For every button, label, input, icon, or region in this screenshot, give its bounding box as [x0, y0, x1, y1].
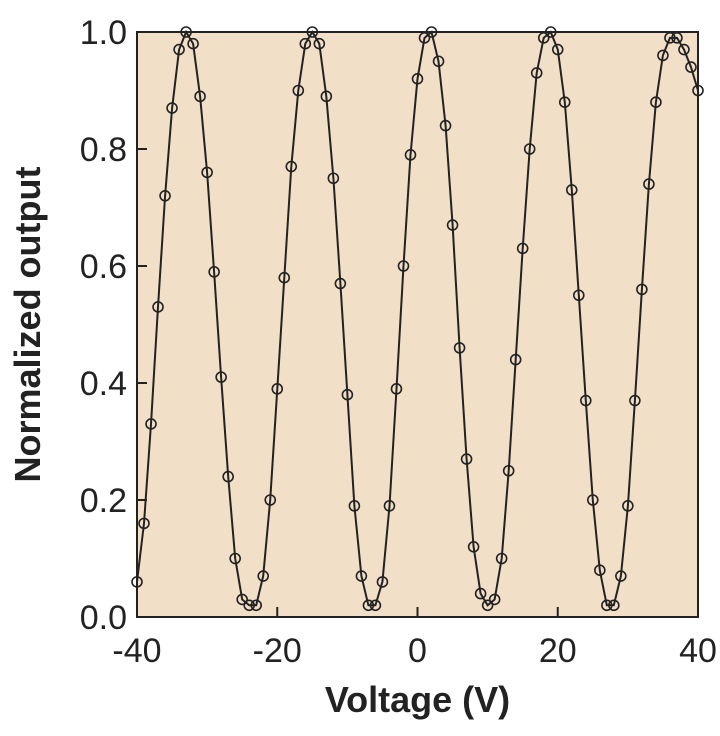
data-point [509, 353, 522, 366]
data-point [222, 470, 234, 483]
data-point [657, 49, 669, 62]
data-point [629, 394, 641, 407]
data-point [551, 43, 564, 56]
x-tick-label: -20 [253, 632, 302, 670]
data-point [285, 160, 298, 173]
data-point [187, 37, 199, 50]
data-point [516, 242, 529, 255]
data-point [439, 119, 452, 132]
y-tick-label: 0.8 [80, 131, 127, 169]
y-tick-label: 1.0 [80, 14, 127, 52]
data-point [383, 500, 396, 512]
data-point [446, 219, 459, 231]
data-point [313, 37, 326, 50]
data-point [474, 587, 487, 600]
y-axis-title: Normalized output [7, 166, 48, 482]
data-point [390, 383, 403, 395]
x-tick-label: -40 [112, 632, 161, 670]
data-point [622, 500, 634, 512]
data-point [432, 55, 445, 68]
data-point [292, 84, 305, 97]
data-point [685, 61, 697, 73]
data-point [166, 102, 178, 114]
data-point [299, 37, 312, 50]
data-point [341, 388, 354, 401]
x-axis-ticks: -40 -20 0 20 40 [112, 607, 717, 670]
data-point [678, 43, 690, 56]
data-point [194, 90, 206, 103]
data-point [159, 190, 171, 202]
x-axis-title: Voltage (V) [325, 679, 510, 720]
data-point [397, 260, 410, 272]
data-point [643, 178, 655, 190]
data-point [601, 599, 613, 612]
data-point [271, 383, 284, 395]
y-tick-label: 0.4 [80, 365, 127, 403]
data-point [453, 342, 466, 354]
data-point [264, 494, 277, 506]
data-point [404, 149, 417, 161]
data-point [208, 266, 220, 278]
x-tick-label: 0 [408, 632, 427, 670]
data-point [615, 570, 627, 582]
series-line [136, 29, 699, 607]
y-tick-label: 0.2 [80, 482, 127, 520]
data-point [481, 599, 494, 612]
x-tick-label: 20 [539, 632, 577, 670]
data-point [558, 96, 571, 108]
data-point [145, 418, 157, 430]
data-point [650, 96, 662, 108]
data-point [327, 172, 340, 185]
data-point [587, 494, 599, 506]
y-tick-label: 0.0 [80, 599, 127, 637]
plot-area [137, 32, 698, 617]
data-point [636, 283, 648, 296]
data-point [369, 599, 382, 612]
data-point [257, 570, 270, 582]
data-point [236, 593, 248, 606]
data-point [608, 599, 620, 612]
data-point [530, 67, 543, 79]
data-point [523, 143, 536, 155]
data-point [460, 453, 473, 465]
data-point [488, 593, 501, 606]
data-point [173, 43, 185, 56]
data-point [579, 394, 592, 407]
data-point [362, 599, 375, 612]
data-point [495, 552, 508, 565]
data-point [229, 552, 241, 565]
data-point [502, 464, 515, 477]
x-tick-label: 40 [679, 632, 717, 670]
data-point [152, 301, 164, 313]
data-point [201, 166, 213, 179]
data-point [565, 184, 578, 196]
data-point [376, 576, 389, 588]
data-point [411, 73, 424, 85]
data-point [572, 289, 585, 302]
data-point [467, 540, 480, 553]
data-point [594, 564, 606, 577]
data-point [278, 271, 291, 284]
data-point [334, 277, 347, 290]
data-point [348, 500, 361, 512]
data-point [215, 371, 227, 383]
data-point [138, 517, 150, 530]
data-point [243, 599, 255, 612]
y-tick-label: 0.6 [80, 248, 127, 286]
data-point [320, 90, 333, 103]
data-point [250, 599, 263, 612]
data-point [355, 570, 368, 582]
y-axis-ticks: 0.0 0.2 0.4 0.6 0.8 1.0 [80, 14, 147, 637]
